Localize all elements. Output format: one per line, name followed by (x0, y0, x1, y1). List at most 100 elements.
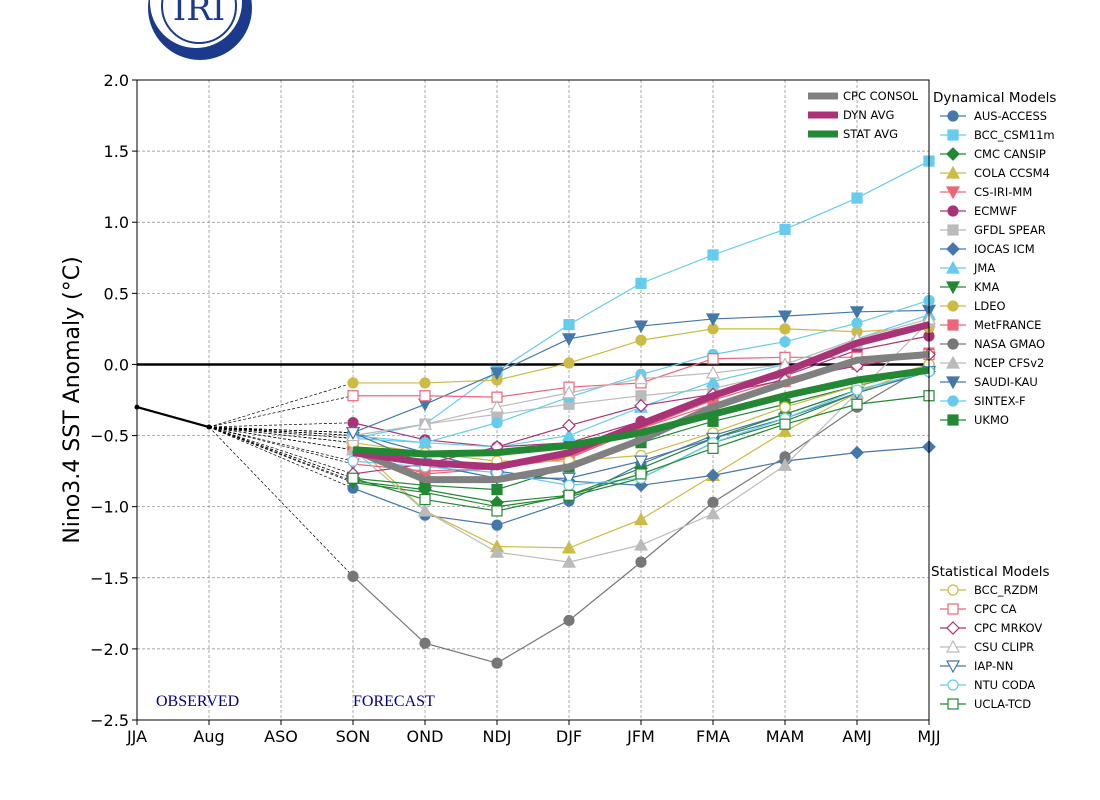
iri-logo: IRI (148, 0, 252, 60)
data-point (707, 496, 719, 508)
data-point (705, 365, 721, 379)
data-point (777, 424, 793, 437)
legend-label: BCC_RZDM (974, 583, 1038, 597)
observed-to-forecast-connector (208, 426, 354, 439)
plot-frame (136, 79, 930, 721)
data-point (707, 442, 719, 454)
x-tick-label: MAM (766, 727, 805, 746)
y-tick-label: −1.5 (90, 569, 129, 588)
observed-to-forecast-connector (208, 426, 354, 434)
data-point (779, 418, 791, 430)
legend-label: IOCAS ICM (974, 242, 1035, 256)
legend-label: ECMWF (974, 204, 1017, 218)
y-tick-label: −2.5 (90, 711, 129, 730)
observed-to-forecast-connector (208, 426, 354, 451)
legend-marker (947, 603, 959, 615)
legend-marker (945, 260, 961, 274)
legend-marker (947, 205, 959, 217)
legend-label: CPC CONSOL (843, 89, 919, 103)
y-tick-label: 2.0 (104, 71, 129, 90)
legend-label: SINTEX-F (974, 394, 1026, 408)
legend-marker (947, 395, 959, 407)
data-point (779, 336, 791, 348)
data-point (851, 317, 863, 329)
legend-label: UCLA-TCD (974, 697, 1031, 711)
legend-label: JMA (973, 261, 995, 275)
data-point (563, 357, 575, 369)
y-tick-label: 1.5 (104, 142, 129, 161)
observed-to-forecast-connector (208, 395, 354, 428)
data-point (633, 320, 649, 334)
data-point (419, 377, 431, 389)
legend-label: STAT AVG (843, 127, 898, 141)
legend-label: CPC CA (974, 602, 1017, 616)
legend-marker (947, 338, 959, 350)
data-point (491, 505, 503, 517)
legend-label: BCC_CSM11m (974, 128, 1055, 142)
data-point (491, 484, 503, 496)
legend-marker (947, 129, 959, 141)
data-point (779, 323, 791, 335)
forecast-label: FORECAST (353, 693, 435, 710)
data-point (563, 479, 575, 491)
x-tick-label: FMA (696, 727, 730, 746)
data-point (347, 570, 359, 582)
legend-marker (947, 698, 959, 710)
legend-marker (945, 355, 961, 369)
legend-label: CMC CANSIP (974, 147, 1046, 161)
legend-marker (945, 281, 961, 295)
average-line (351, 350, 930, 484)
data-point (705, 374, 721, 388)
legend-marker (945, 186, 961, 200)
x-tick-label: ASO (264, 727, 298, 746)
data-point (419, 390, 431, 402)
observed-to-forecast-connector (208, 422, 354, 428)
data-point (489, 399, 505, 413)
observed-to-forecast-connector (208, 426, 354, 444)
x-tick-label: MJJ (917, 727, 940, 746)
data-point (562, 418, 576, 433)
legend-marker (946, 147, 960, 161)
data-point (633, 512, 649, 526)
y-tick-label: 0.0 (104, 355, 129, 374)
data-point (417, 503, 433, 517)
data-point (489, 544, 505, 558)
legend-marker (945, 660, 961, 674)
data-point (850, 445, 864, 460)
data-point (347, 390, 359, 402)
data-point (563, 614, 575, 627)
data-point (561, 472, 577, 486)
legend-label: SAUDI-KAU (974, 375, 1038, 389)
data-point (851, 398, 863, 410)
observed-point (206, 424, 212, 430)
legend-label: CSU CLIPR (974, 640, 1034, 654)
data-point (561, 554, 577, 568)
legend-marker (946, 621, 960, 635)
logo-text: IRI (173, 0, 225, 29)
series-dyn-avg (352, 321, 930, 471)
y-tick-label: 0.5 (104, 284, 129, 303)
data-point (707, 353, 719, 365)
legend-label: GFDL SPEAR (974, 223, 1046, 237)
legend-label: NASA GMAO (974, 337, 1045, 351)
series-cpc-consol (351, 350, 930, 484)
legend-label: MetFRANCE (974, 318, 1041, 332)
legend-marker (946, 242, 960, 256)
dynamical-legend-title: Dynamical Models (933, 90, 1056, 106)
data-point (561, 428, 577, 442)
statistical-legend-title: Statistical Models (931, 564, 1050, 580)
series-ucla-tcd (347, 390, 935, 517)
legend-label: DYN AVG (843, 108, 894, 122)
observed-to-forecast-connector (208, 426, 354, 436)
data-point (779, 401, 791, 413)
data-point (777, 310, 793, 324)
data-point (419, 437, 431, 449)
legend-marker (947, 319, 959, 331)
data-point (563, 319, 575, 331)
x-tick-label: AMJ (842, 727, 871, 746)
data-point (561, 385, 577, 399)
legend-marker (947, 414, 959, 426)
data-point (345, 427, 361, 440)
data-point (779, 223, 791, 235)
